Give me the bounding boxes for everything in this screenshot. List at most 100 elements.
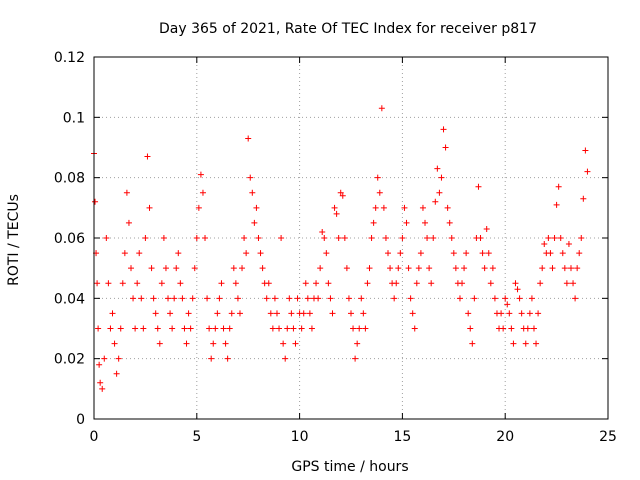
- data-point: [220, 325, 227, 332]
- data-point: [407, 295, 414, 302]
- data-point: [387, 265, 394, 272]
- data-point: [101, 355, 108, 362]
- data-point: [197, 171, 204, 178]
- data-point: [189, 295, 196, 302]
- data-point: [393, 280, 400, 287]
- data-point: [255, 235, 262, 241]
- data-point: [413, 280, 420, 287]
- data-point: [461, 265, 468, 272]
- x-tick-label: 0: [90, 429, 99, 445]
- data-point: [452, 265, 459, 272]
- data-point: [354, 340, 361, 347]
- data-point: [366, 265, 373, 272]
- data-point: [169, 325, 176, 332]
- data-point: [271, 295, 278, 302]
- data-point: [516, 295, 523, 302]
- data-point: [539, 265, 546, 272]
- data-point: [535, 310, 542, 317]
- data-point: [173, 265, 180, 272]
- data-point: [444, 204, 451, 211]
- data-point: [582, 147, 589, 154]
- data-point: [119, 280, 126, 287]
- data-point: [438, 174, 445, 181]
- data-point: [142, 235, 149, 241]
- data-point: [362, 325, 369, 332]
- data-point: [399, 235, 406, 241]
- x-tick-label: 20: [496, 429, 514, 445]
- data-point: [313, 280, 320, 287]
- data-point: [230, 265, 237, 272]
- data-point: [156, 340, 163, 347]
- data-point: [567, 265, 574, 272]
- data-point: [565, 241, 572, 248]
- data-point: [253, 204, 260, 211]
- y-axis-ticks: 0 0.02 0.04 0.06 0.08 0.1 0.12: [54, 50, 608, 428]
- data-point: [206, 325, 213, 332]
- x-tick-label: 25: [599, 429, 617, 445]
- grid-lines: [94, 57, 608, 419]
- data-point: [99, 385, 106, 392]
- data-point: [212, 325, 219, 332]
- data-point: [150, 295, 157, 302]
- data-point: [228, 310, 235, 317]
- data-point: [382, 235, 389, 241]
- y-tick-label: 0.02: [54, 352, 85, 368]
- data-point: [541, 241, 548, 248]
- data-point: [391, 295, 398, 302]
- data-point: [432, 198, 439, 205]
- data-point: [578, 235, 585, 241]
- data-point: [471, 295, 478, 302]
- data-point: [549, 265, 556, 272]
- data-point: [160, 235, 167, 241]
- data-point: [125, 219, 132, 226]
- data-point: [146, 204, 153, 211]
- data-point: [325, 280, 332, 287]
- data-point: [265, 280, 272, 287]
- data-point: [134, 280, 141, 287]
- data-point: [335, 235, 342, 241]
- data-point: [446, 219, 453, 226]
- data-point: [512, 280, 519, 287]
- data-point: [483, 225, 490, 232]
- data-point: [341, 235, 348, 241]
- data-point: [308, 325, 315, 332]
- data-point: [331, 204, 338, 211]
- data-point: [551, 235, 558, 241]
- data-point: [339, 192, 346, 199]
- data-point: [304, 295, 311, 302]
- data-point: [111, 340, 118, 347]
- data-point: [553, 201, 560, 208]
- data-point: [282, 355, 289, 362]
- data-point: [526, 310, 533, 317]
- data-point: [218, 280, 225, 287]
- data-point: [286, 295, 293, 302]
- data-point: [563, 280, 570, 287]
- data-point: [422, 219, 429, 226]
- data-point: [224, 355, 231, 362]
- data-point: [202, 235, 209, 241]
- data-point: [167, 310, 174, 317]
- data-point: [370, 219, 377, 226]
- data-point: [152, 310, 159, 317]
- data-point: [487, 280, 494, 287]
- data-point: [208, 355, 215, 362]
- data-point: [298, 325, 305, 332]
- data-point: [547, 250, 554, 257]
- data-point: [448, 235, 455, 241]
- data-point: [545, 235, 552, 241]
- data-point: [352, 355, 359, 362]
- data-point: [175, 250, 182, 257]
- data-point: [481, 265, 488, 272]
- data-point: [574, 265, 581, 272]
- x-tick-label: 5: [192, 429, 201, 445]
- data-point: [561, 265, 568, 272]
- data-point: [199, 189, 206, 196]
- data-point: [162, 265, 169, 272]
- data-point: [103, 235, 110, 241]
- data-point: [226, 325, 233, 332]
- data-point: [428, 280, 435, 287]
- data-point: [485, 250, 492, 257]
- data-point: [514, 286, 521, 293]
- data-point: [360, 310, 367, 317]
